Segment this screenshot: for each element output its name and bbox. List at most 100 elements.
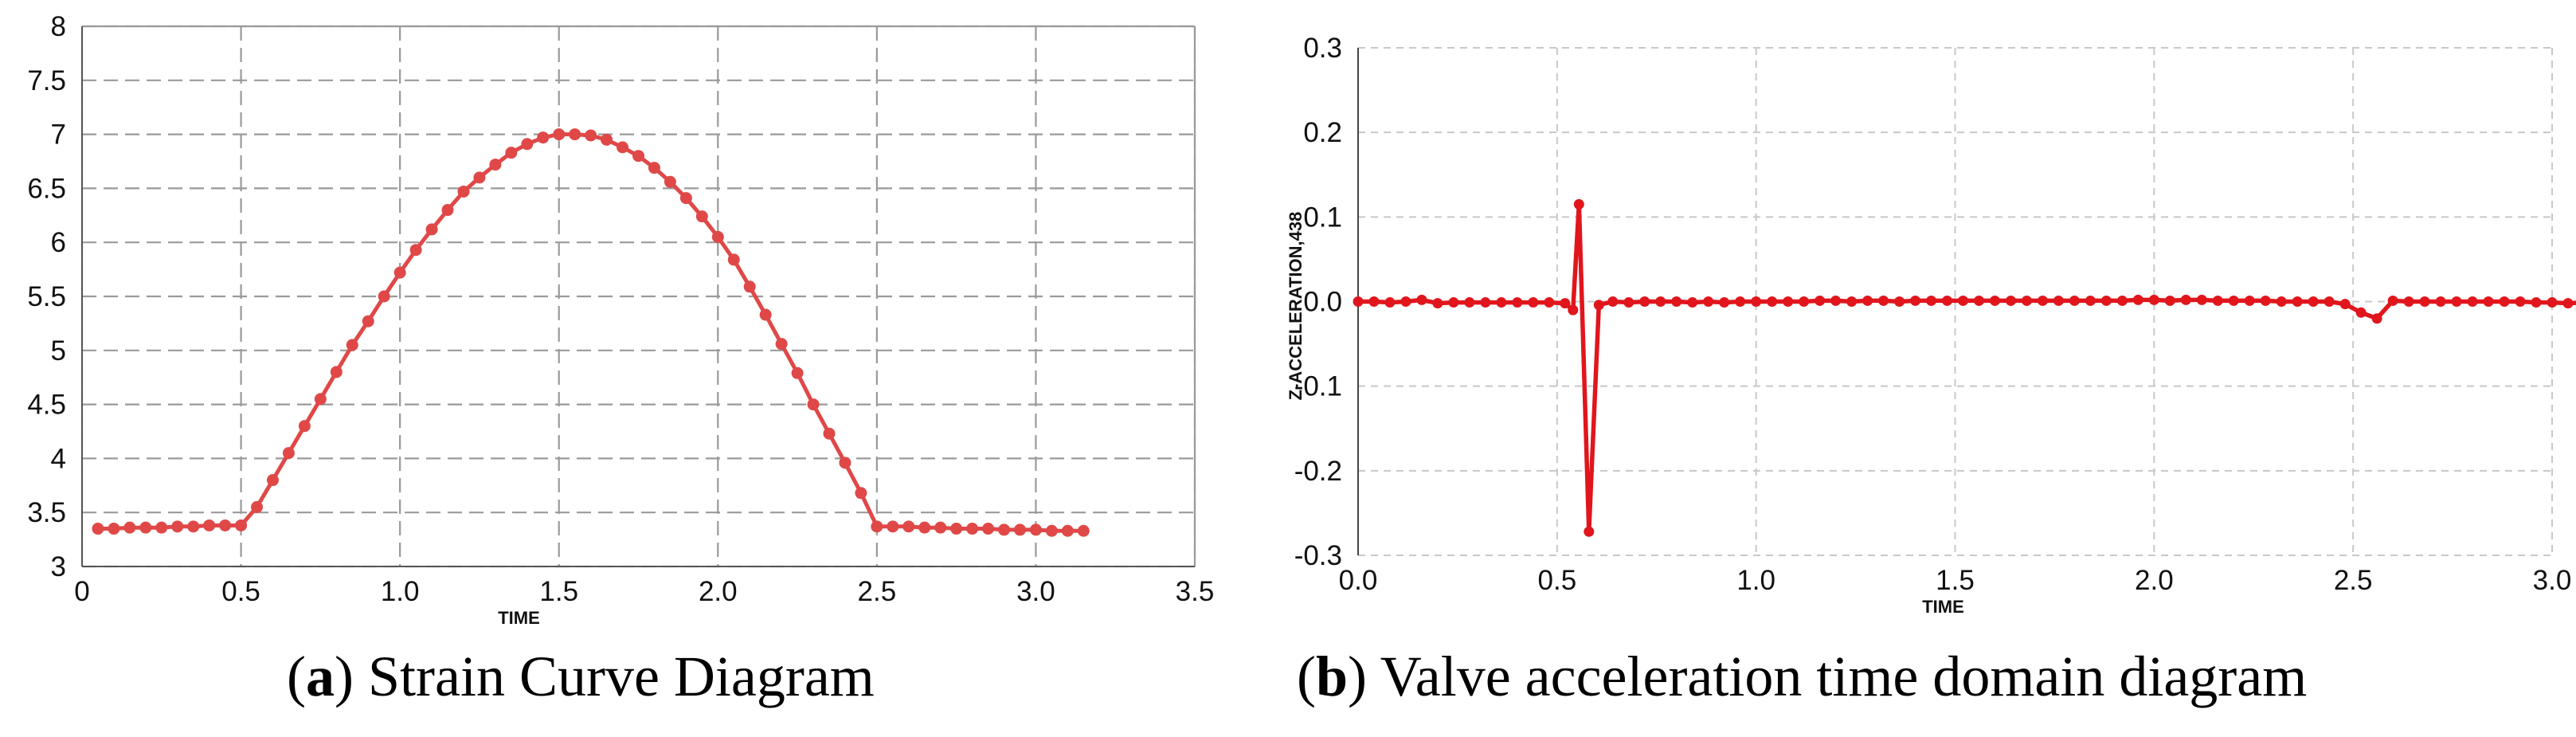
data-point-a-0-42 <box>759 308 772 321</box>
data-point-b-0-51 <box>2132 294 2143 305</box>
data-point-a-0-0 <box>92 523 104 535</box>
y-tick-label-a-8: 7 <box>51 120 66 151</box>
data-point-a-0-34 <box>632 150 644 163</box>
data-point-b-0-44 <box>2021 295 2032 306</box>
y-tick-label-b-3: 0.0 <box>1303 287 1342 318</box>
y-axis-title-b: Z-ACCELERATION,438 <box>1286 212 1306 401</box>
data-point-a-0-59 <box>1029 523 1042 536</box>
data-point-b-0-0 <box>1353 296 1364 307</box>
data-point-b-0-68 <box>2403 296 2414 307</box>
x-tick-label-a-1: 0.5 <box>221 576 260 607</box>
data-point-b-0-36 <box>1894 296 1905 307</box>
y-tick-label-a-6: 6 <box>51 227 66 258</box>
data-point-b-0-58 <box>2244 295 2255 306</box>
data-point-b-0-32 <box>1830 295 1842 306</box>
data-point-a-0-20 <box>409 244 422 257</box>
data-point-b-0-49 <box>2100 295 2112 306</box>
data-point-b-0-37 <box>1910 295 1921 306</box>
data-point-b-0-39 <box>1942 295 1953 306</box>
data-point-a-0-32 <box>601 133 613 146</box>
x-axis-title-a: TIME <box>498 608 540 628</box>
y-tick-label-a-10: 8 <box>51 11 66 42</box>
data-point-b-0-62 <box>2308 296 2319 307</box>
x-tick-label-b-5: 2.5 <box>2334 565 2373 596</box>
data-point-b-0-23 <box>1687 297 1698 308</box>
data-point-b-0-77 <box>2547 297 2558 308</box>
caption-a-text: Strain Curve Diagram <box>367 645 875 708</box>
data-point-b-0-42 <box>1989 295 2000 306</box>
y-tick-label-a-1: 3.5 <box>27 497 66 528</box>
data-point-b-0-33 <box>1846 296 1858 307</box>
data-point-a-0-12 <box>282 447 295 460</box>
data-point-b-0-35 <box>1878 295 1889 306</box>
x-tick-label-a-3: 1.5 <box>539 576 578 607</box>
data-point-a-0-56 <box>982 523 995 535</box>
data-point-b-0-52 <box>2148 294 2159 305</box>
data-point-b-0-45 <box>2037 295 2048 306</box>
data-point-a-0-3 <box>139 521 152 534</box>
data-point-b-0-15 <box>1573 198 1584 210</box>
y-tick-label-b-4: 0.1 <box>1303 202 1342 233</box>
data-point-b-0-30 <box>1799 296 1810 307</box>
x-tick-label-a-2: 1.0 <box>381 576 420 607</box>
data-point-a-0-7 <box>203 519 216 531</box>
data-point-a-0-26 <box>505 147 518 159</box>
data-point-a-0-6 <box>187 520 200 533</box>
data-point-a-0-60 <box>1045 524 1058 537</box>
data-point-a-0-36 <box>664 175 676 188</box>
data-point-b-0-5 <box>1432 298 1443 309</box>
data-point-a-0-14 <box>314 393 327 406</box>
panel-a-strain-chart: 0 0.5 1.0 1.5 2.0 2.5 3.0 3.5 3 3.5 4 4.5 5 5.5 6 6.5 7 7… <box>27 11 1214 628</box>
data-point-b-0-41 <box>1973 295 1984 306</box>
data-point-a-0-50 <box>887 520 899 533</box>
data-point-a-0-5 <box>171 520 184 533</box>
series-line-b-0 <box>1356 202 2576 535</box>
data-point-b-0-78 <box>2562 298 2574 309</box>
data-point-b-0-76 <box>2531 297 2542 308</box>
data-point-b-0-55 <box>2196 294 2207 305</box>
data-point-b-0-69 <box>2419 296 2430 307</box>
data-point-b-0-56 <box>2212 295 2223 306</box>
data-point-b-0-70 <box>2435 296 2446 307</box>
data-point-b-0-21 <box>1655 296 1666 307</box>
data-point-b-0-47 <box>2069 295 2080 306</box>
figure-canvas: 0 0.5 1.0 1.5 2.0 2.5 3.0 3.5 3 3.5 4 4.5 5 5.5 6 6.5 7 7… <box>27 11 2576 628</box>
caption-b-text: Valve acceleration time domain diagram <box>1380 645 2308 708</box>
data-point-a-0-25 <box>489 159 502 171</box>
data-point-a-0-15 <box>330 366 343 378</box>
data-point-b-0-7 <box>1464 297 1475 308</box>
caption-a: (a) Strain Curve Diagram <box>287 645 875 708</box>
data-point-a-0-39 <box>711 230 724 243</box>
data-point-b-0-43 <box>2005 295 2016 306</box>
data-point-a-0-52 <box>918 521 931 534</box>
data-point-b-0-24 <box>1703 296 1714 307</box>
caption-b: (b) Valve acceleration time domain diagr… <box>1297 645 2308 708</box>
data-point-b-0-6 <box>1448 297 1459 308</box>
series-line-a-0 <box>96 132 1086 533</box>
data-point-a-0-31 <box>585 129 597 142</box>
y-tick-label-a-3: 4.5 <box>27 390 66 421</box>
data-point-a-0-45 <box>807 398 820 411</box>
data-point-a-0-48 <box>855 487 867 500</box>
data-point-b-0-3 <box>1400 296 1411 307</box>
data-point-b-0-16 <box>1584 526 1595 537</box>
x-tick-label-b-4: 2.0 <box>2135 565 2174 596</box>
data-point-a-0-27 <box>521 138 534 151</box>
data-point-a-0-54 <box>950 523 963 535</box>
x-tick-label-a-0: 0 <box>74 576 89 607</box>
data-point-a-0-17 <box>362 315 374 327</box>
data-point-a-0-22 <box>441 204 454 217</box>
data-point-a-0-40 <box>727 253 740 266</box>
data-point-a-0-49 <box>871 520 883 533</box>
data-point-a-0-37 <box>679 192 692 205</box>
data-point-b-0-71 <box>2451 296 2462 307</box>
data-point-b-0-63 <box>2323 296 2335 307</box>
data-point-b-0-18 <box>1607 296 1619 307</box>
data-point-a-0-43 <box>775 338 788 351</box>
data-point-b-0-66 <box>2371 313 2382 324</box>
data-point-b-0-73 <box>2483 296 2494 307</box>
data-point-b-0-60 <box>2276 296 2287 307</box>
y-tick-label-b-2: -0.1 <box>1294 371 1342 402</box>
data-point-b-0-59 <box>2260 295 2271 306</box>
x-tick-label-a-5: 2.5 <box>858 576 897 607</box>
